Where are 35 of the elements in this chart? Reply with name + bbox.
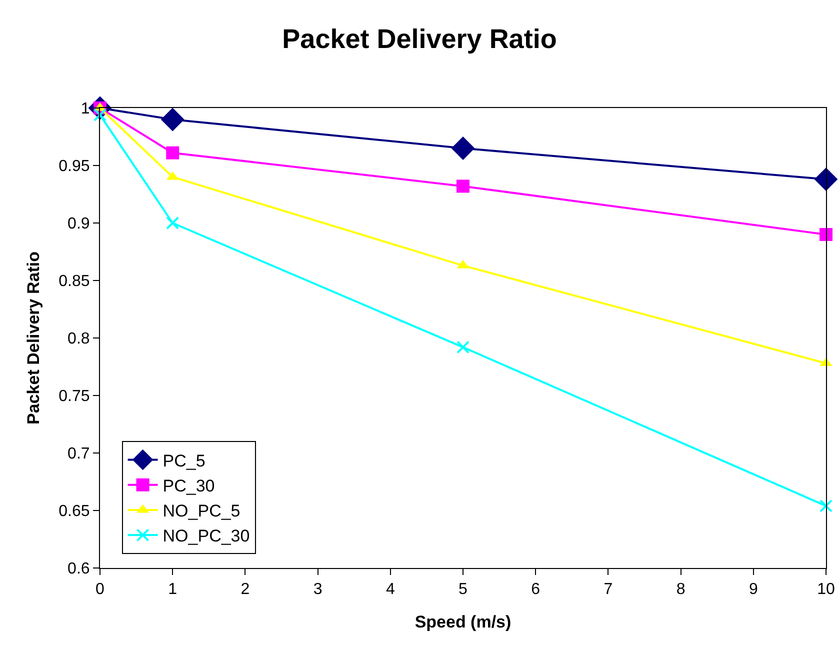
- y-tick-label: 0.6: [68, 560, 90, 578]
- x-axis-title: Speed (m/s): [414, 612, 512, 632]
- y-tick-label: 0.8: [68, 330, 90, 348]
- legend-label: NO_PC_30: [162, 526, 250, 546]
- point: [160, 108, 184, 132]
- point: [456, 180, 470, 193]
- point: [451, 136, 475, 160]
- point: [166, 216, 180, 230]
- x-tick-label: 3: [313, 581, 322, 598]
- legend-label: PC_30: [162, 476, 215, 496]
- chart-title: Packet Delivery Ratio: [282, 24, 557, 54]
- point: [166, 146, 180, 160]
- y-axis-title: Packet Delivery Ratio: [24, 252, 44, 424]
- x-tick-label: 9: [748, 581, 758, 598]
- x-tick-label: 1: [168, 581, 178, 598]
- y-tick-label: 0.65: [58, 503, 90, 520]
- y-tick-label: 1: [80, 100, 90, 118]
- point: [456, 340, 470, 354]
- point: [820, 228, 832, 241]
- x-tick-label: 2: [240, 581, 250, 598]
- legend-label: PC_5: [162, 451, 206, 470]
- point: [820, 499, 832, 512]
- x-tick-label: 6: [531, 581, 540, 598]
- x-tick-label: 4: [386, 581, 395, 598]
- x-tick-label: 0: [96, 581, 105, 598]
- y-tick-label: 0.9: [68, 216, 90, 233]
- x-tick-label: 7: [604, 581, 613, 598]
- x-tick-label: 10: [817, 581, 835, 598]
- y-tick-label: 0.7: [68, 446, 90, 463]
- y-tick-label: 0.85: [58, 273, 90, 290]
- legend-label: NO_PC_5: [162, 502, 240, 521]
- y-tick-label: 0.95: [58, 158, 90, 176]
- x-tick-label: 5: [458, 581, 468, 598]
- x-tick-label: 8: [676, 581, 686, 598]
- y-tick-label: 0.75: [58, 388, 90, 406]
